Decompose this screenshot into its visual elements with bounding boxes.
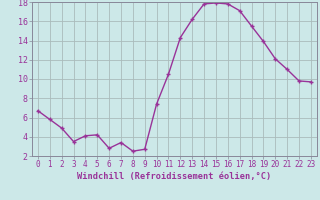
X-axis label: Windchill (Refroidissement éolien,°C): Windchill (Refroidissement éolien,°C) [77, 172, 272, 181]
